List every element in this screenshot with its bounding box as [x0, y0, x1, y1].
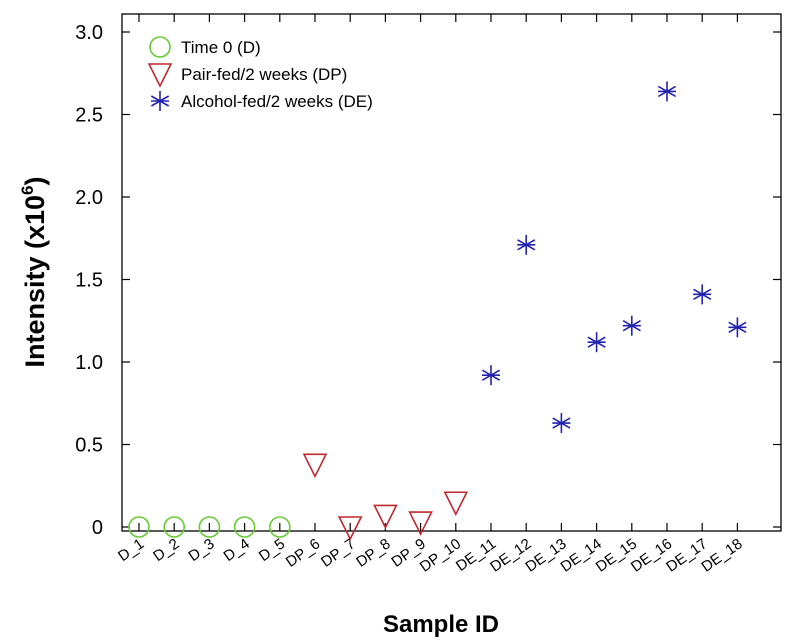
y-tick-label: 2.5: [75, 105, 103, 127]
point-de-14: [587, 332, 606, 353]
x-tick-label: D_3: [185, 535, 217, 565]
point-d-2: [163, 516, 185, 538]
x-tick-label: DP_6: [283, 535, 323, 570]
legend: Time 0 (D) Pair-fed/2 weeks (DP) Alcohol-f…: [147, 36, 373, 111]
y-axis: 0 0.5 1.0 1.5 2.0 2.5 3.0: [75, 22, 781, 539]
legend-marker-asterisk: [150, 91, 170, 111]
x-tick-label: D_1: [115, 535, 147, 565]
x-tick-label: DE_18: [698, 535, 745, 575]
y-axis-title-close: ): [20, 176, 50, 185]
x-tick-label: D_2: [150, 535, 182, 565]
x-tick-label: DP_10: [417, 535, 464, 575]
point-de-16: [657, 81, 677, 102]
point-de-13: [552, 413, 571, 434]
point-dp-7: [337, 516, 363, 541]
point-d-5: [268, 516, 291, 538]
point-dp-10: [443, 491, 469, 517]
y-tick-label: 2.0: [75, 187, 103, 209]
point-d-1: [128, 516, 150, 538]
legend-marker-circle: [149, 36, 171, 58]
data-points: [128, 81, 747, 541]
y-tick-label: 1.0: [75, 352, 103, 374]
point-d-4: [233, 516, 256, 538]
y-tick-label: 0: [92, 517, 103, 539]
point-dp-6: [302, 453, 328, 479]
legend-label: Pair-fed/2 weeks (DP): [181, 65, 347, 84]
y-axis-title-exponent: 6: [18, 185, 37, 194]
y-axis-title-main: Intensity (x10: [20, 195, 50, 368]
point-de-17: [693, 284, 712, 305]
x-tick-label: DP_8: [353, 535, 393, 570]
point-d-3: [198, 516, 221, 538]
point-de-11: [481, 365, 501, 386]
point-de-12: [517, 234, 536, 255]
y-tick-label: 3.0: [75, 22, 103, 44]
x-tick-label: D_5: [256, 535, 288, 565]
y-axis-title: Intensity (x106): [18, 176, 50, 367]
x-axis-title: Sample ID: [383, 611, 499, 638]
legend-label: Alcohol-fed/2 weeks (DE): [181, 92, 373, 111]
point-dp-9: [408, 511, 433, 536]
legend-label: Time 0 (D): [181, 38, 261, 57]
x-tick-label: D_4: [221, 535, 253, 565]
plot-frame: [121, 13, 782, 532]
y-tick-label: 1.5: [75, 270, 103, 292]
x-tick-label: DP_7: [318, 535, 358, 570]
y-tick-label: 0.5: [75, 435, 103, 457]
point-dp-8: [373, 504, 398, 530]
point-de-15: [622, 315, 641, 336]
legend-marker-triangle-down: [147, 63, 173, 88]
point-de-18: [728, 317, 747, 338]
